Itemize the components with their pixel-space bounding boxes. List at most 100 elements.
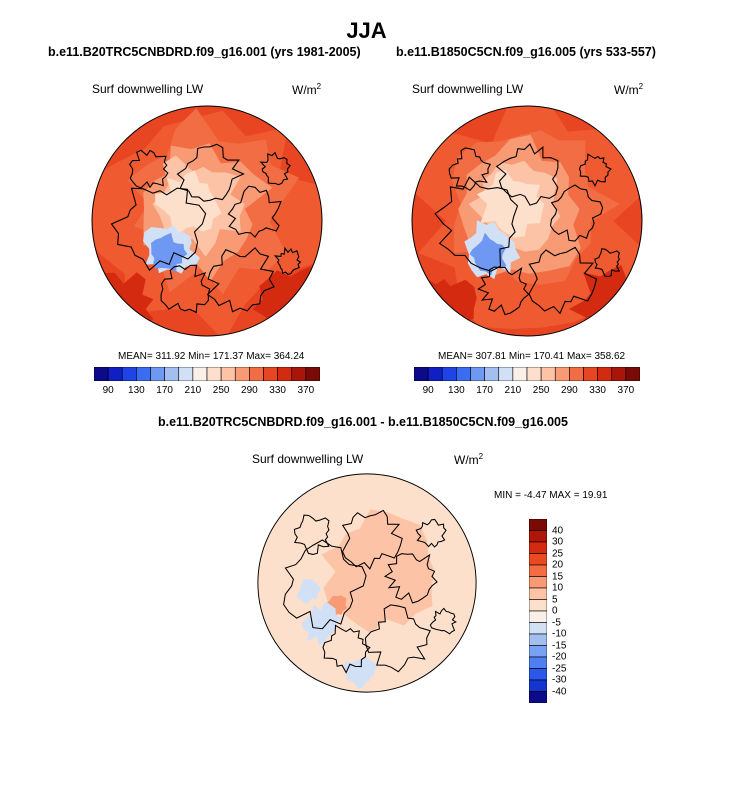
panel3-colorbar-swatch xyxy=(529,622,547,635)
panel3-colorbar-swatch xyxy=(529,576,547,589)
panel3-colorbar-swatch xyxy=(529,691,547,703)
panel3-colorbar-tick-label: 30 xyxy=(552,536,564,548)
panel3-colorbar-tick-label: -20 xyxy=(552,651,567,663)
panel2-colorbar xyxy=(414,367,640,381)
panel1-colorbar xyxy=(94,367,320,381)
panel2-colorbar-tick-label: 250 xyxy=(532,385,550,396)
panel3-polar-map xyxy=(257,473,477,693)
panel3-stats: MIN = -4.47 MAX = 19.91 xyxy=(494,490,608,501)
panel1-colorbar-swatch xyxy=(220,367,236,381)
panel2-colorbar-tick-label: 210 xyxy=(504,385,522,396)
panel2-colorbar-swatch xyxy=(427,367,443,381)
panel2-colorbar-swatch xyxy=(597,367,613,381)
panel3-colorbar-swatch xyxy=(529,610,547,623)
panel1-colorbar-tick-label: 130 xyxy=(128,385,145,396)
panel1-polar-map xyxy=(91,105,323,337)
panel2-colorbar-swatch xyxy=(484,367,500,381)
panel2-polar-map xyxy=(411,105,643,337)
panel1-colorbar-swatch xyxy=(206,367,222,381)
panel3-colorbar-swatch xyxy=(529,599,547,612)
panel3-colorbar-tick-label: -5 xyxy=(552,617,561,628)
panel3-colorbar-swatch xyxy=(529,541,547,554)
panel2-colorbar-swatch xyxy=(526,367,542,381)
panel2-colorbar-tick-label: 370 xyxy=(617,385,635,396)
panel2-title: b.e11.B1850C5CN.f09_g16.005 (yrs 533-557… xyxy=(396,45,656,59)
panel3-colorbar-tick-label: -15 xyxy=(552,640,567,651)
panel2-units: W/m2 xyxy=(614,82,644,97)
panel3-colorbar-swatch xyxy=(529,656,547,669)
panel1-colorbar-tick-label: 170 xyxy=(156,385,173,396)
panel3-colorbar-tick-label: 5 xyxy=(552,594,558,605)
panel1-colorbar-swatch xyxy=(107,367,123,381)
panel3-colorbar-tick-label: 15 xyxy=(552,571,564,582)
panel2-stats: MEAN= 307.81 Min= 170.41 Max= 358.62 xyxy=(438,351,626,362)
panel1-colorbar-ticks: 90 130 170 210 250 290 330 370 xyxy=(94,385,320,399)
panel2-colorbar-swatch xyxy=(414,367,429,381)
panel1-colorbar-swatch xyxy=(150,367,165,381)
panel1-colorbar-swatch xyxy=(291,367,307,381)
panel3-title: b.e11.B20TRC5CNBDRD.f09_g16.001 - b.e11.… xyxy=(158,415,568,429)
panel2-colorbar-tick-label: 130 xyxy=(448,385,465,396)
panel1-colorbar-tick-label: 330 xyxy=(269,385,286,396)
panel2-variable-label: Surf downwelling LW xyxy=(412,82,524,96)
panel1-colorbar-tick-label: 210 xyxy=(184,385,202,396)
panel1-units: W/m2 xyxy=(292,82,322,97)
panel1-colorbar-tick-label: 370 xyxy=(297,385,315,396)
panel3-colorbar-tick-label: -40 xyxy=(552,686,567,697)
panel2-colorbar-swatch xyxy=(583,367,598,381)
panel3-colorbar xyxy=(529,519,547,703)
panel2-colorbar-tick-label: 170 xyxy=(476,385,493,396)
panel1-colorbar-swatch xyxy=(121,367,137,381)
panel1-colorbar-tick-label: 290 xyxy=(241,385,258,396)
panel2-colorbar-swatch xyxy=(540,367,556,381)
panel1-stats: MEAN= 311.92 Min= 171.37 Max= 364.24 xyxy=(118,351,305,362)
panel1-colorbar-swatch xyxy=(192,367,208,381)
panel3-colorbar-tick-label: 10 xyxy=(552,582,564,594)
panel3-colorbar-tick-label: 0 xyxy=(552,605,558,617)
panel1-colorbar-swatch xyxy=(277,367,293,381)
panel2-colorbar-swatch xyxy=(441,367,457,381)
panel2-colorbar-swatch xyxy=(625,367,640,381)
panel3-colorbar-swatch xyxy=(529,587,547,600)
panel2-colorbar-swatch xyxy=(611,367,627,381)
panel1-colorbar-swatch xyxy=(234,367,250,381)
panel1-colorbar-tick-label: 90 xyxy=(102,385,114,396)
panel3-map-border xyxy=(257,473,477,693)
panel3-colorbar-swatch xyxy=(529,530,547,543)
panel1-map-border xyxy=(91,105,323,337)
panel1-colorbar-swatch xyxy=(164,367,180,381)
panel2-colorbar-swatch xyxy=(470,367,485,381)
figure-title: JJA xyxy=(346,18,387,43)
panel1-colorbar-tick-label: 250 xyxy=(212,385,230,396)
panel1-colorbar-swatch xyxy=(136,367,151,381)
panel3-variable-label: Surf downwelling LW xyxy=(252,452,364,466)
panel2-colorbar-swatch xyxy=(554,367,570,381)
panel2-colorbar-swatch xyxy=(498,367,514,381)
panel3-colorbar-tick-label: 25 xyxy=(552,548,564,559)
panel3-colorbar-swatch xyxy=(529,553,547,566)
panel2-map-border xyxy=(411,105,643,337)
panel3-colorbar-tick-label: -30 xyxy=(552,674,567,686)
panel3-colorbar-swatch xyxy=(529,645,547,658)
panel2-colorbar-swatch xyxy=(569,367,584,381)
panel3-colorbar-swatch xyxy=(529,564,547,577)
panel1-title: b.e11.B20TRC5CNBDRD.f09_g16.001 (yrs 198… xyxy=(48,45,361,59)
panel2-colorbar-tick-label: 290 xyxy=(561,385,578,396)
panel3-colorbar-tick-label: 40 xyxy=(552,525,564,536)
panel3-colorbar-swatch xyxy=(529,679,547,692)
panel3-colorbar-swatch xyxy=(529,519,547,531)
panel1-colorbar-swatch xyxy=(305,367,320,381)
panel1-colorbar-swatch xyxy=(263,367,278,381)
panel3-colorbar-swatch xyxy=(529,633,547,646)
panel3-units: W/m2 xyxy=(454,452,484,467)
panel2-colorbar-swatch xyxy=(456,367,471,381)
panel1-colorbar-swatch xyxy=(178,367,194,381)
panel2-colorbar-swatch xyxy=(512,367,528,381)
panel2-colorbar-tick-label: 90 xyxy=(422,385,434,396)
panel1-colorbar-swatch xyxy=(249,367,264,381)
panel1-variable-label: Surf downwelling LW xyxy=(92,82,204,96)
panel2-colorbar-ticks: 90 130 170 210 250 290 330 370 xyxy=(414,385,640,399)
panel3-colorbar-tick-label: 20 xyxy=(552,559,564,571)
panel1-colorbar-swatch xyxy=(94,367,109,381)
panel3-colorbar-swatch xyxy=(529,668,547,681)
